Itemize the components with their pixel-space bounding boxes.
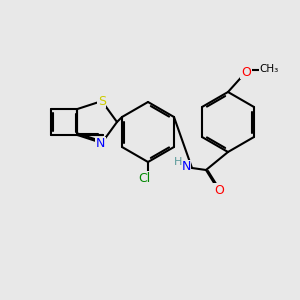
Text: N: N [96,137,106,150]
Text: CH₃: CH₃ [260,64,279,74]
Text: O: O [241,65,251,79]
Text: N: N [181,160,191,173]
Text: H: H [174,157,182,167]
Text: O: O [214,184,224,196]
Text: S: S [98,94,106,108]
Text: Cl: Cl [138,172,150,184]
